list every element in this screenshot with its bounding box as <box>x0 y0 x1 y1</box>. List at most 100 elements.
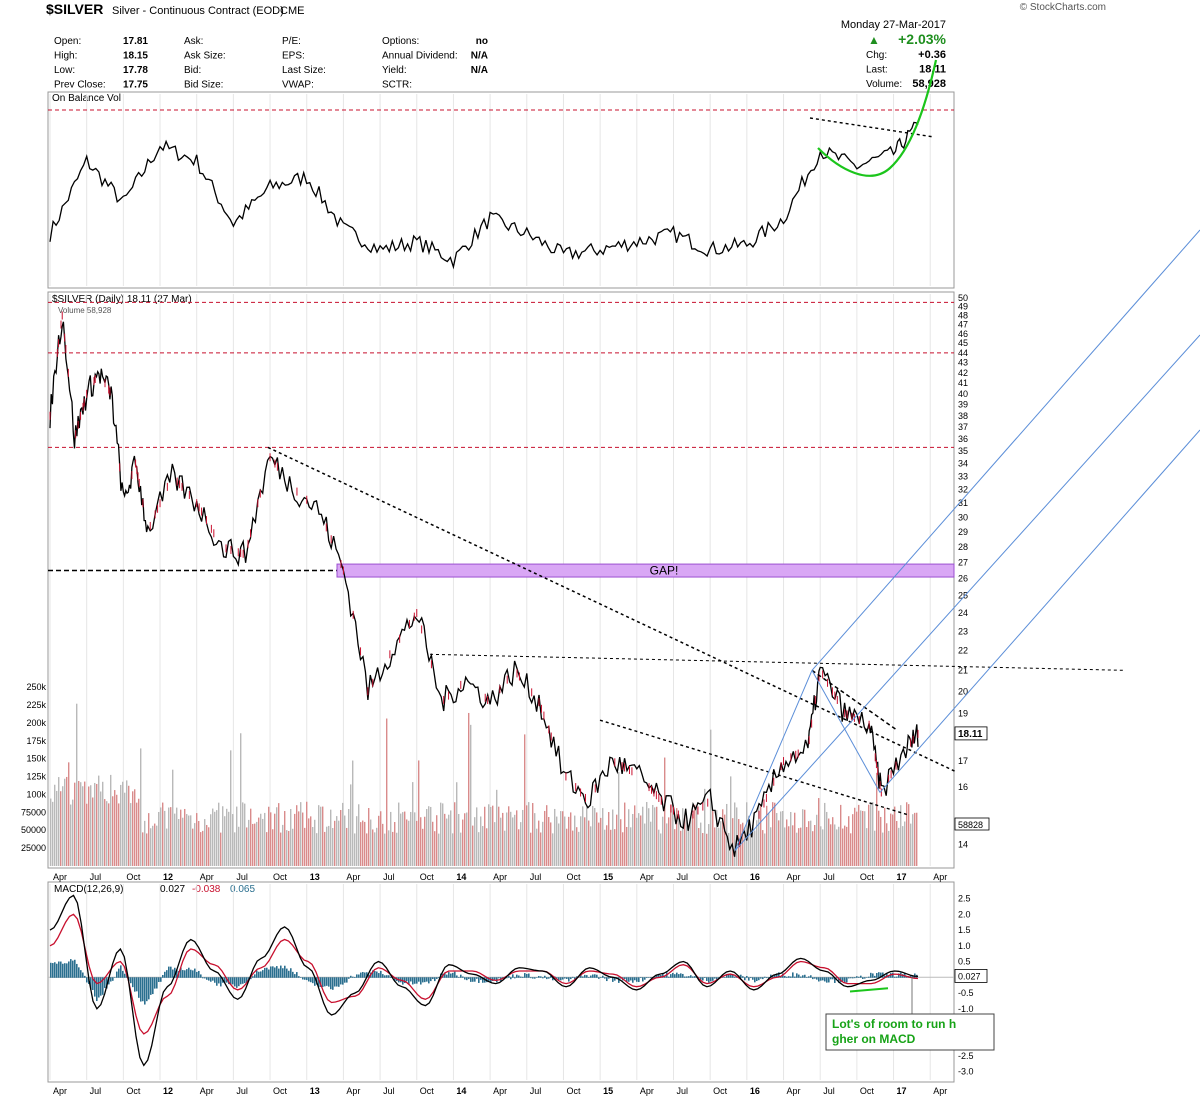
macd-hist-bar <box>156 977 158 989</box>
obv-panel: On Balance Vol <box>48 59 954 286</box>
macd-hist-bar <box>824 977 826 982</box>
macd-hist-bar <box>588 977 590 978</box>
macd-hist-bar <box>454 971 456 978</box>
macd-hist-bar <box>788 976 790 978</box>
volume-bar <box>210 814 212 866</box>
volume-bar <box>230 750 232 866</box>
macd-hist-bar <box>74 959 76 978</box>
macd-hist-bar <box>262 970 264 978</box>
macd-hist-bar <box>102 977 104 995</box>
obv-panel-frame <box>47 91 955 289</box>
macd-hist-bar <box>100 977 102 996</box>
macd-hist-bar <box>292 971 294 978</box>
macd-hist-bar <box>334 977 336 987</box>
macd-hist-bar <box>580 974 582 978</box>
volume-y-tick: 75000 <box>21 807 46 817</box>
volume-bar <box>134 789 136 866</box>
volume-bar <box>842 828 844 866</box>
volume-bar <box>626 826 628 866</box>
macd-hist-bar <box>148 977 150 1000</box>
quote-left-label: Prev Close: <box>54 80 106 91</box>
volume-bar <box>762 830 764 866</box>
volume-bar <box>650 821 652 866</box>
volume-bar <box>510 811 512 866</box>
volume-bar <box>226 808 228 866</box>
quote-left-label: Low: <box>54 65 75 76</box>
macd-hist-bar <box>372 970 374 978</box>
volume-bar <box>660 833 662 866</box>
volume-bar <box>50 798 52 866</box>
volume-bar <box>646 801 648 866</box>
macd-hist-bar <box>112 977 114 981</box>
macd-hist-bar <box>420 977 422 985</box>
volume-bar <box>894 806 896 866</box>
volume-bar <box>430 806 432 866</box>
macd-hist-bar <box>562 977 564 980</box>
x-tick-label: Apr <box>787 872 801 882</box>
volume-bar <box>658 829 660 866</box>
price-y-tick: 24 <box>958 608 968 618</box>
price-y-tick: 19 <box>958 708 968 718</box>
volume-bar <box>298 811 300 866</box>
volume-bar <box>446 818 448 866</box>
macd-hist-bar <box>700 977 702 980</box>
macd-hist-bar <box>466 977 468 981</box>
price-y-tick: 22 <box>958 645 968 655</box>
volume-bar <box>272 829 274 866</box>
x-tick-label: Apr <box>640 872 654 882</box>
mid-downtrend-line <box>599 719 909 816</box>
volume-bar <box>780 811 782 866</box>
macd-hist-bar <box>664 975 666 978</box>
macd-hist-bar <box>78 967 80 978</box>
macd-hist-bar <box>760 977 762 979</box>
volume-bar <box>366 833 368 866</box>
volume-bar <box>108 803 110 866</box>
volume-bar <box>164 810 166 866</box>
x-tick-label: Jul <box>823 872 835 882</box>
volume-bar <box>746 802 748 866</box>
macd-hist-bar <box>140 977 142 1002</box>
macd-hist-bar <box>338 977 340 987</box>
macd-y-tick: 2.0 <box>958 909 971 919</box>
macd-hist-bar <box>860 975 862 978</box>
volume-bar <box>450 810 452 866</box>
volume-bar <box>224 816 226 866</box>
volume-bar <box>676 808 678 866</box>
volume-bar <box>454 802 456 866</box>
macd-hist-bar <box>138 977 140 998</box>
volume-bar <box>750 831 752 866</box>
volume-bar <box>200 832 202 866</box>
volume-bar <box>796 832 798 866</box>
macd-hist-bar <box>494 977 496 980</box>
x-tick-label: Jul <box>236 1086 248 1096</box>
volume-bar <box>870 802 872 866</box>
volume-bar <box>602 808 604 866</box>
macd-hist-bar <box>540 976 542 978</box>
volume-y-tick: 200k <box>26 718 46 728</box>
volume-bar <box>442 803 444 866</box>
volume-bar <box>844 825 846 866</box>
volume-bar <box>310 816 312 866</box>
price-y-tick: 25 <box>958 591 968 601</box>
volume-bar <box>204 819 206 866</box>
volume-bar <box>886 823 888 866</box>
macd-hist-bar <box>716 977 718 981</box>
volume-bar <box>592 805 594 866</box>
volume-bar <box>120 784 122 866</box>
volume-bar <box>896 821 898 866</box>
volume-bar <box>182 817 184 866</box>
macd-hist-bar <box>274 967 276 978</box>
price-panel: $SILVER (Daily) 18.11 (27 Mar) Volume 58… <box>21 229 1200 882</box>
volume-bar <box>852 814 854 866</box>
volume-bar <box>674 829 676 866</box>
volume-bar <box>404 811 406 866</box>
macd-y-tick: 1.5 <box>958 925 971 935</box>
volume-bar <box>86 803 88 866</box>
macd-hist-bar <box>644 977 646 980</box>
volume-bar <box>642 806 644 866</box>
macd-hist-bar <box>98 977 100 998</box>
volume-bar <box>394 822 396 866</box>
volume-bar <box>562 811 564 866</box>
volume-bar <box>688 824 690 866</box>
